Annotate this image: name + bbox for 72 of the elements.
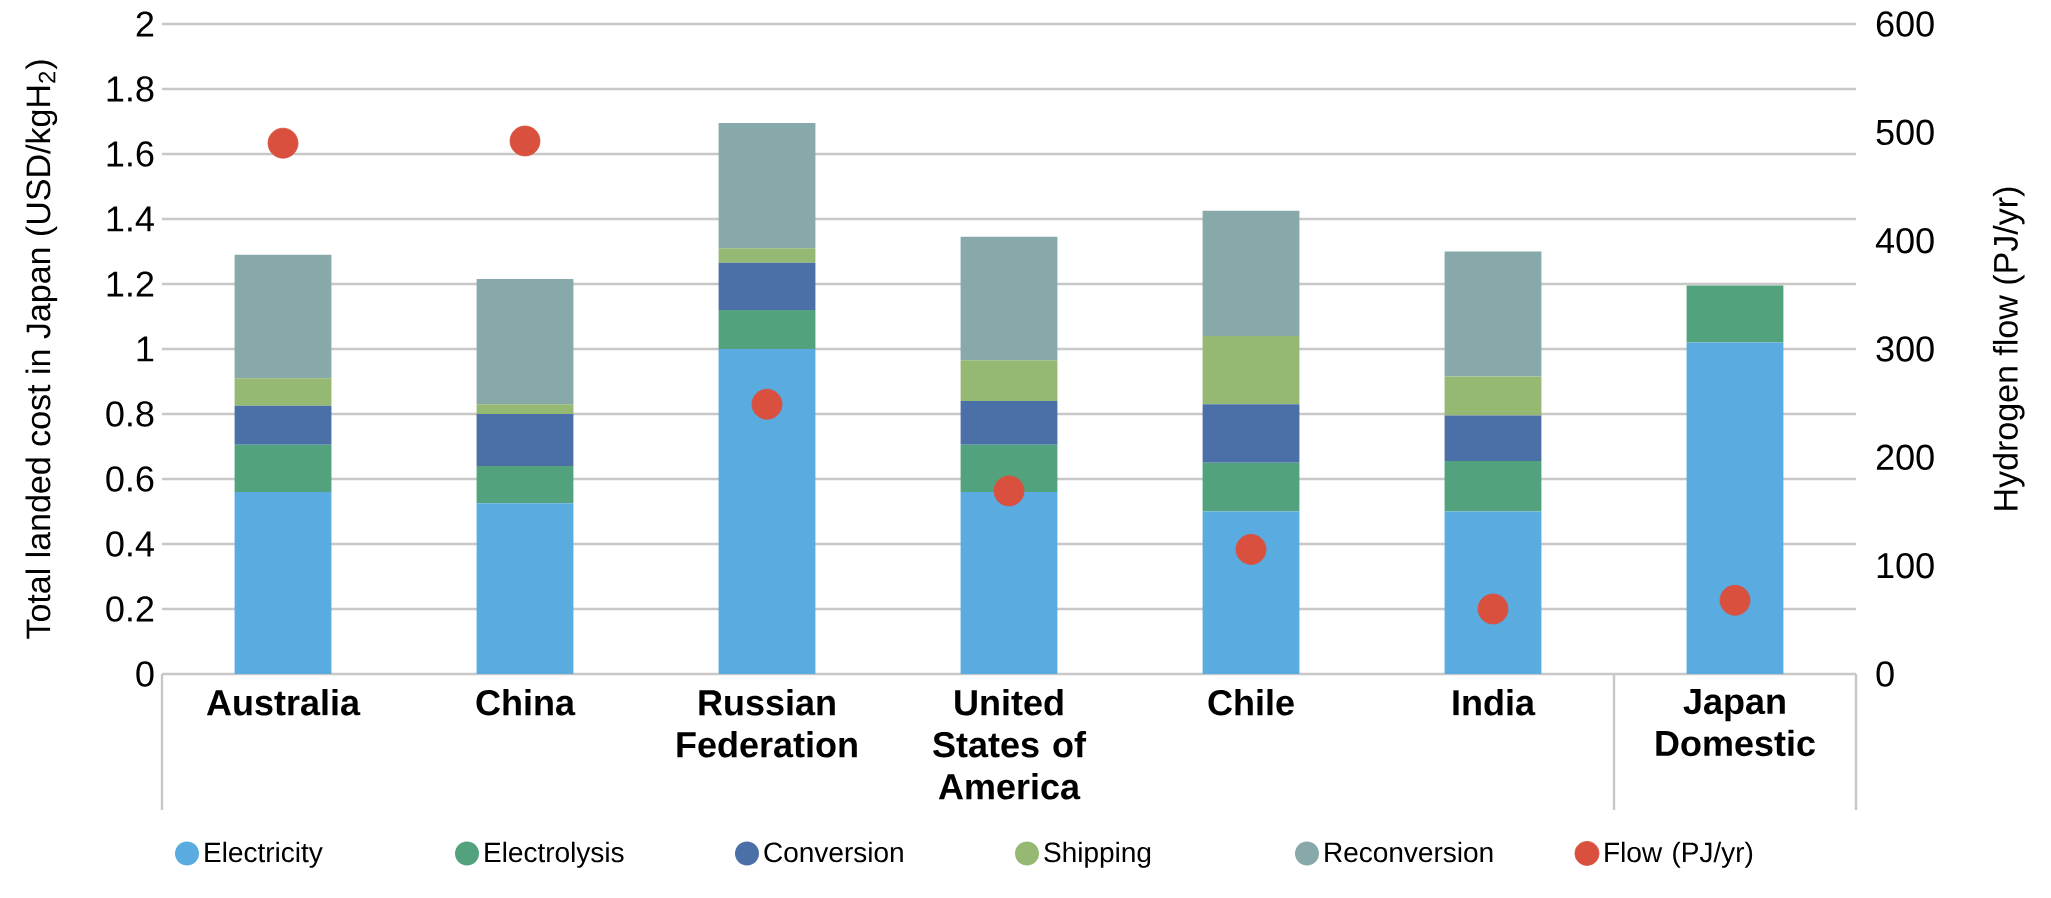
y2-tick-label: 600 bbox=[1876, 11, 1934, 37]
bar bbox=[718, 248, 816, 263]
y2-tick-label: 500 bbox=[1876, 119, 1934, 146]
x-tick-label: Japan Domestic bbox=[1656, 689, 1815, 757]
y-axis-title: Total landed cost in Japan (USD/kgH$_{2}$) bbox=[25, 60, 58, 639]
y2-tick-label: 400 bbox=[1875, 227, 1934, 254]
bar bbox=[234, 405, 332, 445]
y-tick-label: 0.6 bbox=[106, 466, 154, 492]
bar bbox=[476, 404, 574, 414]
bar bbox=[718, 348, 816, 674]
point bbox=[509, 125, 541, 157]
y-tick-label: 1 bbox=[137, 336, 154, 362]
bar bbox=[960, 236, 1058, 361]
y-tick-label: 1.4 bbox=[107, 206, 154, 232]
legend-label: Flow (PJ/yr) bbox=[1605, 841, 1753, 868]
x-tick-label: India bbox=[1453, 689, 1536, 716]
y2-tick-label: 200 bbox=[1876, 444, 1934, 471]
y-tick-label: 2 bbox=[136, 11, 154, 37]
bar bbox=[476, 279, 574, 405]
legend-label: Conversion bbox=[764, 841, 903, 863]
bar bbox=[234, 444, 332, 492]
bar bbox=[1686, 342, 1784, 674]
x-tick-label: Chile bbox=[1208, 689, 1294, 716]
bar bbox=[960, 491, 1058, 674]
y2-tick-label: 300 bbox=[1876, 336, 1934, 362]
bar bbox=[1444, 511, 1542, 674]
legend-label: Reconversion bbox=[1325, 841, 1493, 863]
bar bbox=[960, 400, 1058, 445]
y-tick-label: 1.8 bbox=[107, 76, 154, 102]
legend-label: Electrolysis bbox=[485, 841, 624, 868]
bar bbox=[960, 444, 1058, 492]
x-tick-label: United States of America bbox=[933, 689, 1087, 800]
bar bbox=[234, 254, 332, 379]
bar bbox=[1444, 251, 1542, 377]
bar bbox=[234, 378, 332, 406]
bar bbox=[1444, 376, 1542, 416]
y-tick-label: 0 bbox=[136, 661, 154, 687]
legend-label: Electricity bbox=[205, 841, 323, 868]
bar bbox=[234, 491, 332, 674]
point bbox=[1235, 534, 1267, 565]
y-tick-label: 0.2 bbox=[106, 596, 154, 622]
y-tick-label: 0.4 bbox=[106, 531, 154, 557]
point bbox=[993, 475, 1025, 507]
point bbox=[267, 127, 299, 159]
y2-axis-title: Hydrogen flow (PJ/yr) bbox=[1992, 187, 2025, 510]
point bbox=[1477, 593, 1509, 625]
bar bbox=[1444, 415, 1542, 462]
bar bbox=[1202, 404, 1300, 463]
y-tick-label: 1.2 bbox=[107, 271, 154, 297]
bar bbox=[1444, 461, 1542, 512]
x-tick-label: Australia bbox=[206, 689, 361, 716]
x-tick-label: Russian Federation bbox=[677, 689, 857, 758]
y2-tick-label: 0 bbox=[1876, 661, 1894, 687]
y2-tick-label: 100 bbox=[1877, 552, 1934, 579]
bar bbox=[1202, 335, 1300, 405]
bar bbox=[1686, 285, 1784, 343]
bar bbox=[476, 413, 574, 466]
bar bbox=[1202, 210, 1300, 336]
point bbox=[751, 388, 783, 420]
bar bbox=[1202, 462, 1300, 512]
bar bbox=[718, 262, 816, 310]
bar bbox=[1202, 511, 1300, 674]
bar bbox=[476, 465, 574, 504]
bar bbox=[718, 123, 816, 249]
bar bbox=[960, 360, 1058, 401]
y-tick-label: 1.6 bbox=[107, 141, 154, 167]
bar bbox=[718, 309, 816, 349]
bar bbox=[476, 503, 574, 674]
point bbox=[1719, 584, 1751, 616]
y-tick-label: 0.8 bbox=[106, 401, 154, 427]
x-tick-label: China bbox=[476, 689, 576, 716]
legend-label: Shipping bbox=[1044, 841, 1151, 868]
